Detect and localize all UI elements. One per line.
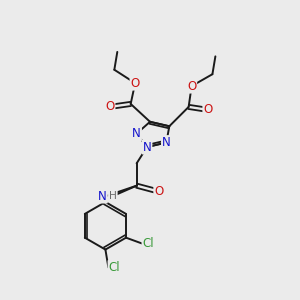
Text: N: N	[132, 127, 141, 140]
Text: Cl: Cl	[142, 237, 154, 250]
Text: N: N	[143, 140, 152, 154]
Text: N: N	[98, 190, 107, 202]
Text: O: O	[187, 80, 196, 93]
Text: O: O	[203, 103, 213, 116]
Text: O: O	[105, 100, 115, 113]
Text: Cl: Cl	[109, 261, 120, 274]
Text: O: O	[154, 185, 164, 198]
Text: H: H	[109, 191, 117, 201]
Text: O: O	[130, 76, 140, 90]
Text: N: N	[162, 136, 171, 149]
